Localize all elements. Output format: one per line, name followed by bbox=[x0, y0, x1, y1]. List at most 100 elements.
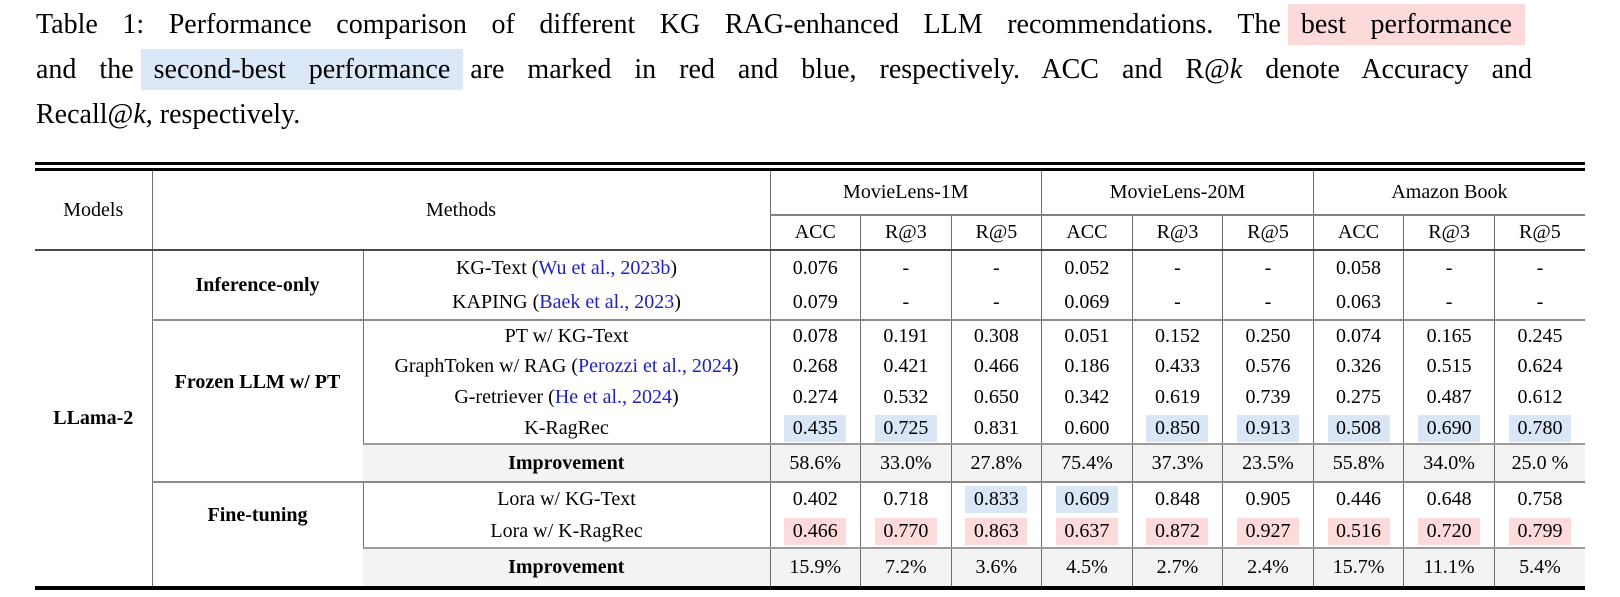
metric-value-cell: 0.650 bbox=[951, 382, 1043, 413]
metric-value: 0.648 bbox=[1426, 487, 1472, 510]
metric-value-cell: 0.074 bbox=[1313, 319, 1405, 351]
metric-value-cell: 0.758 bbox=[1494, 481, 1585, 515]
col-header-r3: R@3 bbox=[1132, 215, 1224, 251]
best-performance-highlight: best performance bbox=[1287, 4, 1525, 45]
metric-value-cell: 0.576 bbox=[1222, 351, 1314, 382]
metric-value-cell: 7.2% bbox=[860, 547, 952, 586]
metric-value: 0.245 bbox=[1517, 324, 1563, 347]
metric-value: 0.637 bbox=[1055, 517, 1118, 545]
table-row-pt-kg-text: Frozen LLM w/ PT PT w/ KG-Text 0.078 0.1… bbox=[35, 319, 1585, 444]
metric-value: 0.079 bbox=[792, 290, 838, 313]
metric-value: 25.0 % bbox=[1511, 451, 1569, 474]
metric-value: 0.152 bbox=[1154, 324, 1200, 347]
math-k: k bbox=[133, 99, 146, 130]
metric-value: - bbox=[993, 256, 1000, 279]
metric-value: 2.4% bbox=[1247, 556, 1289, 578]
metric-value-cell: 0.850 bbox=[1132, 413, 1224, 444]
citation-link[interactable]: He et al., 2024 bbox=[554, 386, 672, 408]
metric-value-cell: 0.076 bbox=[770, 250, 862, 285]
metric-value-cell: 0.079 bbox=[770, 285, 862, 320]
metric-value-cell: - bbox=[1132, 250, 1224, 285]
metric-value: 0.186 bbox=[1064, 355, 1110, 377]
method-name: ) bbox=[672, 386, 679, 408]
metric-value-cell: 27.8% bbox=[951, 443, 1043, 482]
metric-value-cell: 0.515 bbox=[1403, 351, 1495, 382]
col-header-r5: R@5 bbox=[1494, 215, 1585, 251]
metric-value: 0.308 bbox=[973, 324, 1019, 347]
method-cell: Lora w/ K-RagRec bbox=[363, 515, 771, 548]
metric-value-cell: 0.308 bbox=[951, 319, 1043, 351]
metric-value-cell: 0.078 bbox=[770, 319, 862, 351]
citation-link[interactable]: Wu et al., 2023b bbox=[538, 256, 671, 279]
metric-value: 3.6% bbox=[975, 556, 1018, 578]
metric-value-cell: 0.051 bbox=[1041, 319, 1133, 351]
metric-value: - bbox=[1536, 256, 1544, 279]
method-cell: PT w/ KG-Text bbox=[363, 319, 771, 351]
metric-value-cell: 0.063 bbox=[1313, 285, 1405, 320]
metric-value-cell: 34.0% bbox=[1403, 443, 1495, 482]
metric-value-cell: 0.872 bbox=[1132, 515, 1224, 548]
metric-value-cell: 15.7% bbox=[1313, 547, 1405, 586]
metric-value-cell: 0.831 bbox=[951, 413, 1043, 444]
metric-value-cell: 0.833 bbox=[951, 481, 1043, 515]
citation-link[interactable]: Baek et al., 2023 bbox=[539, 290, 675, 313]
method-name: Lora w/ KG-Text bbox=[497, 487, 636, 510]
metric-value-cell: 0.718 bbox=[860, 481, 952, 515]
col-header-acc: ACC bbox=[1313, 215, 1405, 251]
metric-value: 55.8% bbox=[1332, 451, 1385, 474]
metric-value-cell: 33.0% bbox=[860, 443, 952, 482]
math-k: k bbox=[1229, 54, 1243, 85]
metric-value: 0.466 bbox=[973, 355, 1019, 377]
metric-value: 75.4% bbox=[1061, 451, 1113, 474]
metric-value-cell: 0.848 bbox=[1132, 481, 1224, 515]
col-header-acc: ACC bbox=[770, 215, 862, 251]
metric-value-cell: 0.624 bbox=[1494, 351, 1585, 382]
metric-value: 58.6% bbox=[789, 451, 842, 474]
citation-link[interactable]: Perozzi et al., 2024 bbox=[578, 355, 732, 377]
caption-text: are marked in red and blue, respectively… bbox=[470, 54, 1230, 85]
metric-value-cell: 0.770 bbox=[860, 515, 952, 548]
metric-value-cell: 15.9% bbox=[770, 547, 862, 586]
metric-value-cell: 0.913 bbox=[1222, 413, 1314, 444]
metric-value: 0.342 bbox=[1064, 386, 1110, 408]
metric-value: 0.446 bbox=[1336, 487, 1382, 510]
metric-value-cell: 75.4% bbox=[1041, 443, 1133, 482]
metric-value: 0.799 bbox=[1508, 517, 1571, 545]
metric-value-cell: 0.739 bbox=[1222, 382, 1314, 413]
metric-value-cell: 4.5% bbox=[1041, 547, 1133, 586]
metric-value: 0.576 bbox=[1245, 355, 1291, 377]
metric-value: 0.051 bbox=[1064, 324, 1110, 347]
method-cell: KAPING (Baek et al., 2023) bbox=[363, 285, 771, 320]
metric-value: 0.268 bbox=[792, 355, 838, 377]
metric-value-cell: 2.4% bbox=[1222, 547, 1314, 586]
table-top-double-rule bbox=[35, 162, 1585, 171]
col-header-r3: R@3 bbox=[1403, 215, 1495, 251]
metric-value-cell: 0.446 bbox=[1313, 481, 1405, 515]
metric-value: 0.650 bbox=[973, 386, 1019, 408]
metric-value: 0.076 bbox=[792, 256, 838, 279]
col-header-acc: ACC bbox=[1041, 215, 1133, 251]
metric-value-cell: 0.342 bbox=[1041, 382, 1133, 413]
metric-value-cell: 0.720 bbox=[1403, 515, 1495, 548]
method-cell: KG-Text (Wu et al., 2023b) bbox=[363, 250, 771, 285]
metric-value: 33.0% bbox=[879, 451, 932, 474]
metric-value: 0.433 bbox=[1154, 355, 1200, 377]
improvement-label: Improvement bbox=[363, 547, 771, 586]
metric-value: 0.612 bbox=[1517, 386, 1563, 408]
metric-value-cell: - bbox=[1494, 285, 1585, 320]
metric-value-cell: 0.268 bbox=[770, 351, 862, 382]
metric-value: 0.515 bbox=[1426, 355, 1472, 377]
metric-value: 0.508 bbox=[1327, 414, 1390, 442]
metric-value: 0.074 bbox=[1336, 324, 1382, 347]
metric-value: 0.069 bbox=[1064, 290, 1110, 313]
caption-text: Table 1: Performance comparison of diffe… bbox=[36, 9, 1281, 40]
metric-value: 0.718 bbox=[883, 487, 929, 510]
col-header-methods: Methods bbox=[152, 171, 771, 251]
method-name: ) bbox=[670, 256, 678, 279]
metric-value: 0.913 bbox=[1237, 414, 1299, 442]
metric-value: 0.720 bbox=[1418, 517, 1481, 545]
caption-line-1: Table 1: Performance comparison of diffe… bbox=[36, 2, 1532, 47]
metric-value: 0.466 bbox=[784, 517, 847, 545]
metric-value: - bbox=[993, 290, 1000, 313]
metric-value: - bbox=[1445, 290, 1453, 313]
